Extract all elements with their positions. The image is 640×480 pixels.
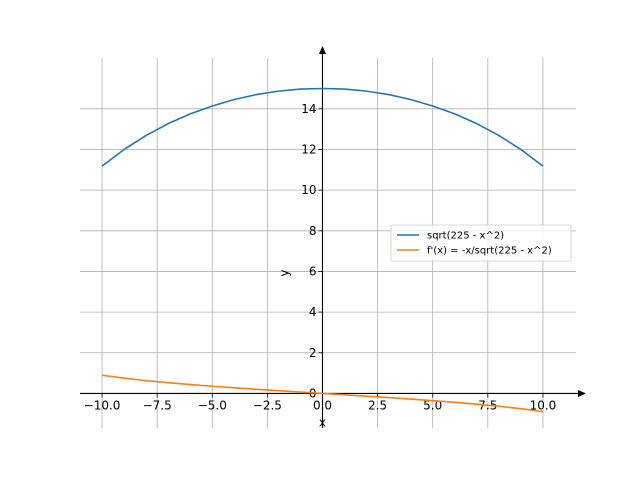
y-axis-arrow	[318, 46, 326, 54]
x-tick-label: 5.0	[423, 398, 442, 412]
x-tick-label: −7.5	[143, 398, 172, 412]
y-tick-label: 12	[301, 142, 316, 156]
series-line-2	[101, 374, 544, 413]
x-tick-label: 10.0	[530, 398, 557, 412]
y-axis-label: y	[277, 269, 291, 276]
x-tick-label: 0.0	[313, 398, 332, 412]
series	[101, 87, 544, 413]
legend-box	[390, 224, 572, 262]
x-tick-label: −10.0	[84, 398, 121, 412]
y-tick-label: 6	[309, 264, 317, 278]
x-tick-label: −2.5	[253, 398, 282, 412]
y-tick-label: 2	[309, 346, 317, 360]
legend: sqrt(225 - x^2) f'(x) = -x/sqrt(225 - x^…	[390, 224, 572, 262]
x-axis-label: x	[319, 415, 326, 429]
legend-entry-series-2: f'(x) = -x/sqrt(225 - x^2)	[427, 246, 552, 257]
y-tick-label: 14	[301, 102, 316, 116]
y-tick-label: 10	[301, 183, 316, 197]
x-tick-label: 2.5	[368, 398, 387, 412]
y-tick-label: 4	[309, 305, 317, 319]
x-axis-arrow	[578, 389, 586, 397]
y-tick-label: 8	[309, 224, 317, 238]
series-line-1	[101, 87, 544, 167]
legend-entry-series-1: sqrt(225 - x^2)	[427, 231, 504, 242]
x-tick-label: −5.0	[198, 398, 227, 412]
